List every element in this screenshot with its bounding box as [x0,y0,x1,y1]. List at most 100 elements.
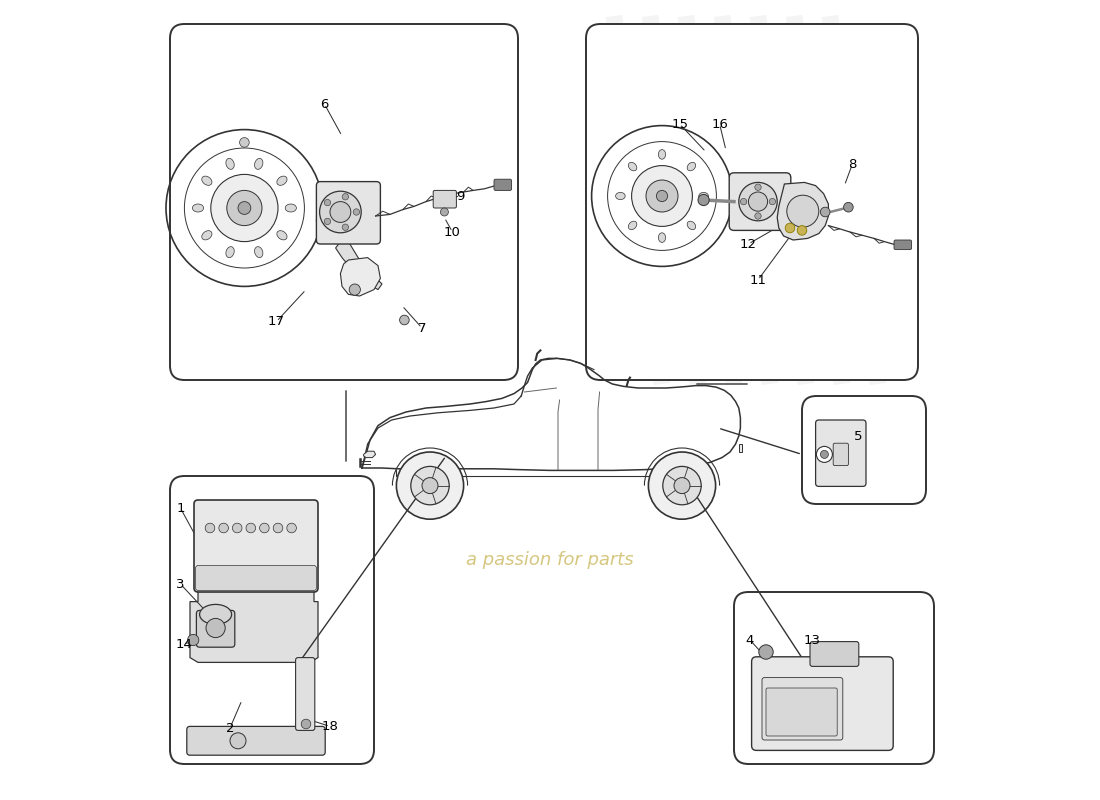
Ellipse shape [659,233,666,242]
Circle shape [739,182,778,221]
Circle shape [349,284,361,295]
FancyBboxPatch shape [317,182,381,244]
Circle shape [674,478,690,494]
Circle shape [648,452,716,519]
Circle shape [232,523,242,533]
Circle shape [740,198,747,205]
FancyBboxPatch shape [729,173,791,230]
Text: 14: 14 [175,638,192,650]
Circle shape [631,166,692,226]
Circle shape [219,523,229,533]
Polygon shape [340,258,381,296]
FancyBboxPatch shape [170,24,518,380]
Circle shape [206,618,225,638]
Circle shape [273,523,283,533]
Text: 12: 12 [740,238,757,250]
Circle shape [440,208,449,216]
Ellipse shape [628,221,637,230]
Polygon shape [190,588,318,662]
Ellipse shape [698,192,708,200]
Circle shape [188,634,199,646]
Ellipse shape [226,158,234,170]
Circle shape [821,450,828,458]
FancyBboxPatch shape [586,24,918,380]
Text: 18: 18 [321,720,339,733]
Circle shape [324,199,331,206]
Circle shape [301,719,311,729]
Circle shape [230,733,246,749]
FancyBboxPatch shape [810,642,859,666]
FancyBboxPatch shape [494,179,512,190]
FancyBboxPatch shape [433,190,456,208]
Circle shape [816,446,833,462]
FancyBboxPatch shape [833,443,848,466]
Text: 5: 5 [854,430,862,442]
Circle shape [227,190,262,226]
Ellipse shape [226,246,234,258]
FancyBboxPatch shape [194,500,318,592]
Circle shape [798,226,806,235]
Circle shape [786,195,818,227]
Text: 9: 9 [456,190,464,202]
FancyBboxPatch shape [815,420,866,486]
Circle shape [353,209,360,215]
FancyBboxPatch shape [766,688,837,736]
Text: a passion for parts: a passion for parts [466,551,634,569]
Ellipse shape [659,150,666,159]
Circle shape [844,202,854,212]
Circle shape [399,315,409,325]
Ellipse shape [199,605,232,624]
Polygon shape [317,182,375,243]
FancyBboxPatch shape [197,610,234,647]
Ellipse shape [254,246,263,258]
Text: 1: 1 [176,502,185,514]
FancyBboxPatch shape [187,726,326,755]
Ellipse shape [285,204,296,212]
Text: 13: 13 [804,634,821,646]
FancyBboxPatch shape [734,592,934,764]
FancyBboxPatch shape [802,396,926,504]
Circle shape [287,523,296,533]
Polygon shape [739,444,742,452]
Circle shape [342,194,349,200]
Text: 17: 17 [268,315,285,328]
Ellipse shape [277,176,287,186]
Text: 4: 4 [746,634,755,646]
Circle shape [646,180,678,212]
Circle shape [410,466,449,505]
Text: 2: 2 [226,722,234,734]
FancyBboxPatch shape [751,657,893,750]
FancyBboxPatch shape [894,240,912,250]
Ellipse shape [201,176,212,186]
Ellipse shape [628,162,637,171]
Circle shape [785,223,795,233]
Circle shape [330,202,351,222]
FancyBboxPatch shape [296,658,315,730]
Circle shape [748,192,768,211]
Circle shape [342,224,349,230]
Text: 15: 15 [671,118,689,130]
FancyBboxPatch shape [196,566,317,590]
FancyBboxPatch shape [762,678,843,740]
Circle shape [246,523,255,533]
Ellipse shape [254,158,263,170]
Text: 3: 3 [176,578,185,590]
Circle shape [769,198,776,205]
Circle shape [759,645,773,659]
Ellipse shape [192,204,204,212]
Text: 8: 8 [848,158,857,170]
Polygon shape [778,182,828,240]
Text: 16: 16 [712,118,728,130]
Circle shape [755,213,761,219]
Circle shape [206,523,214,533]
Circle shape [755,184,761,190]
Circle shape [211,174,278,242]
Circle shape [422,478,438,494]
Circle shape [320,191,361,233]
Circle shape [396,452,463,519]
Circle shape [324,218,331,225]
Circle shape [821,207,830,217]
Circle shape [663,466,701,505]
Circle shape [238,202,251,214]
Ellipse shape [688,221,695,230]
